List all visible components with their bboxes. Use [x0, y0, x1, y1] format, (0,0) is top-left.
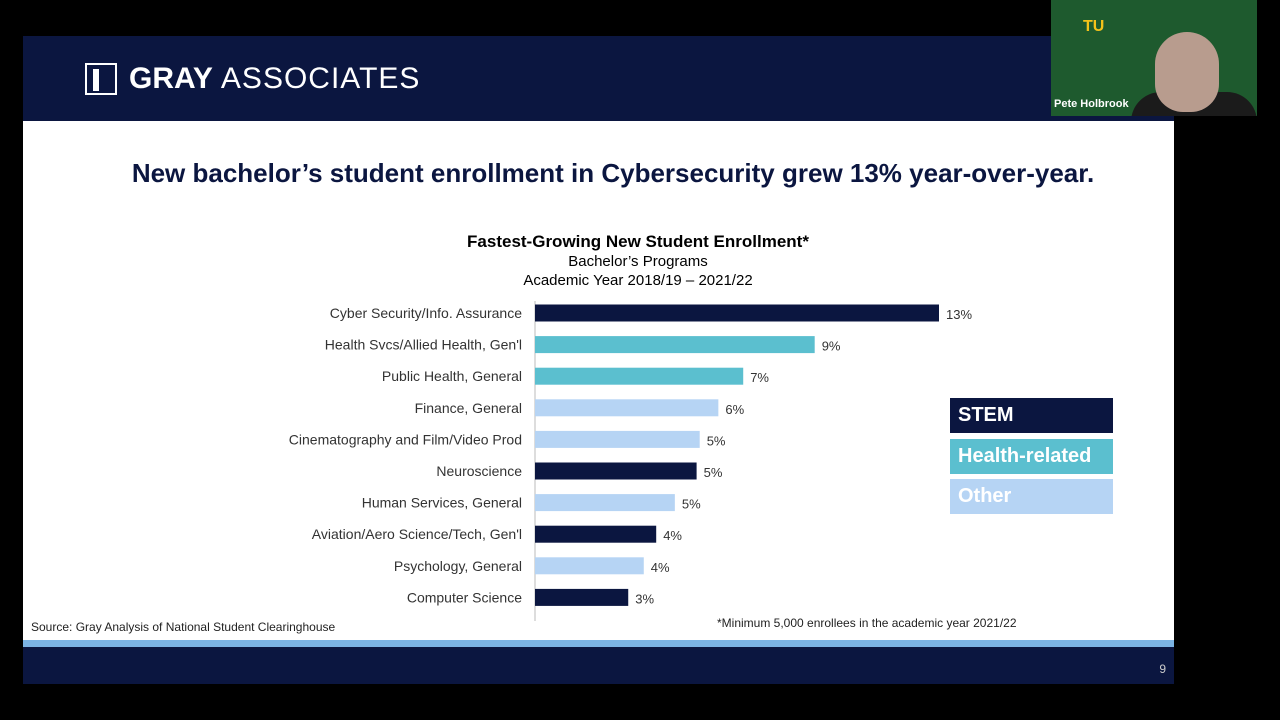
chart-subtitle-2: Academic Year 2018/19 – 2021/22 [523, 272, 753, 289]
data-label: 7% [750, 370, 769, 385]
category-label: Cinematography and Film/Video Prod [289, 431, 522, 447]
data-label: 3% [635, 591, 654, 606]
category-label: Psychology, General [394, 558, 522, 574]
gray-associates-logo: GRAY ASSOCIATES [85, 62, 420, 96]
logo-bold: GRAY [129, 62, 213, 95]
bar [535, 336, 815, 354]
lighthouse-icon [85, 63, 117, 95]
data-label: 13% [946, 307, 972, 322]
legend-health: Health-related [950, 439, 1113, 474]
bar [535, 430, 700, 448]
data-label: 4% [663, 528, 682, 543]
category-label: Computer Science [407, 589, 522, 605]
bar [535, 462, 697, 480]
category-label: Finance, General [415, 400, 522, 416]
chart-subtitle: Bachelor’s Programs [568, 253, 708, 270]
page-number: 9 [1159, 662, 1166, 676]
legend-other: Other [950, 479, 1113, 514]
bar [535, 367, 744, 385]
data-label: 6% [725, 402, 744, 417]
data-label: 4% [651, 560, 670, 575]
bar [535, 588, 629, 606]
category-label: Neuroscience [436, 463, 522, 479]
category-label: Health Svcs/Allied Health, Gen'l [325, 337, 522, 353]
bar [535, 557, 644, 575]
source-note: Source: Gray Analysis of National Studen… [31, 620, 336, 634]
category-label: Public Health, General [382, 368, 522, 384]
accent-band [23, 640, 1174, 647]
footer-bar [23, 647, 1174, 684]
data-label: 5% [682, 497, 701, 512]
slide-header: GRAY ASSOCIATES [23, 36, 1174, 121]
bar-chart: Cyber Security/Info. Assurance 13% Health … [289, 301, 972, 621]
data-label: 5% [704, 465, 723, 480]
data-label: 5% [707, 433, 726, 448]
slide: GRAY ASSOCIATES New bachelor’s student en… [23, 36, 1174, 684]
category-label: Human Services, General [362, 495, 522, 511]
footnote: *Minimum 5,000 enrollees in the academic… [717, 616, 1017, 630]
video-tile[interactable]: TU Pete Holbrook [1051, 0, 1257, 116]
chart-title: Fastest-Growing New Student Enrollment* [467, 232, 809, 251]
bar [535, 304, 939, 322]
tu-logo: TU [1083, 18, 1105, 35]
participant-video [1155, 32, 1219, 112]
category-label: Aviation/Aero Science/Tech, Gen'l [312, 526, 522, 542]
logo-light: ASSOCIATES [220, 62, 421, 95]
category-label: Cyber Security/Info. Assurance [330, 305, 522, 321]
slide-title: New bachelor’s student enrollment in Cyb… [131, 158, 1095, 188]
legend-stem: STEM [950, 398, 1113, 433]
participant-name: Pete Holbrook [1054, 98, 1129, 110]
bar [535, 494, 675, 512]
bar [535, 525, 657, 543]
bar [535, 399, 719, 417]
data-label: 9% [822, 339, 841, 354]
